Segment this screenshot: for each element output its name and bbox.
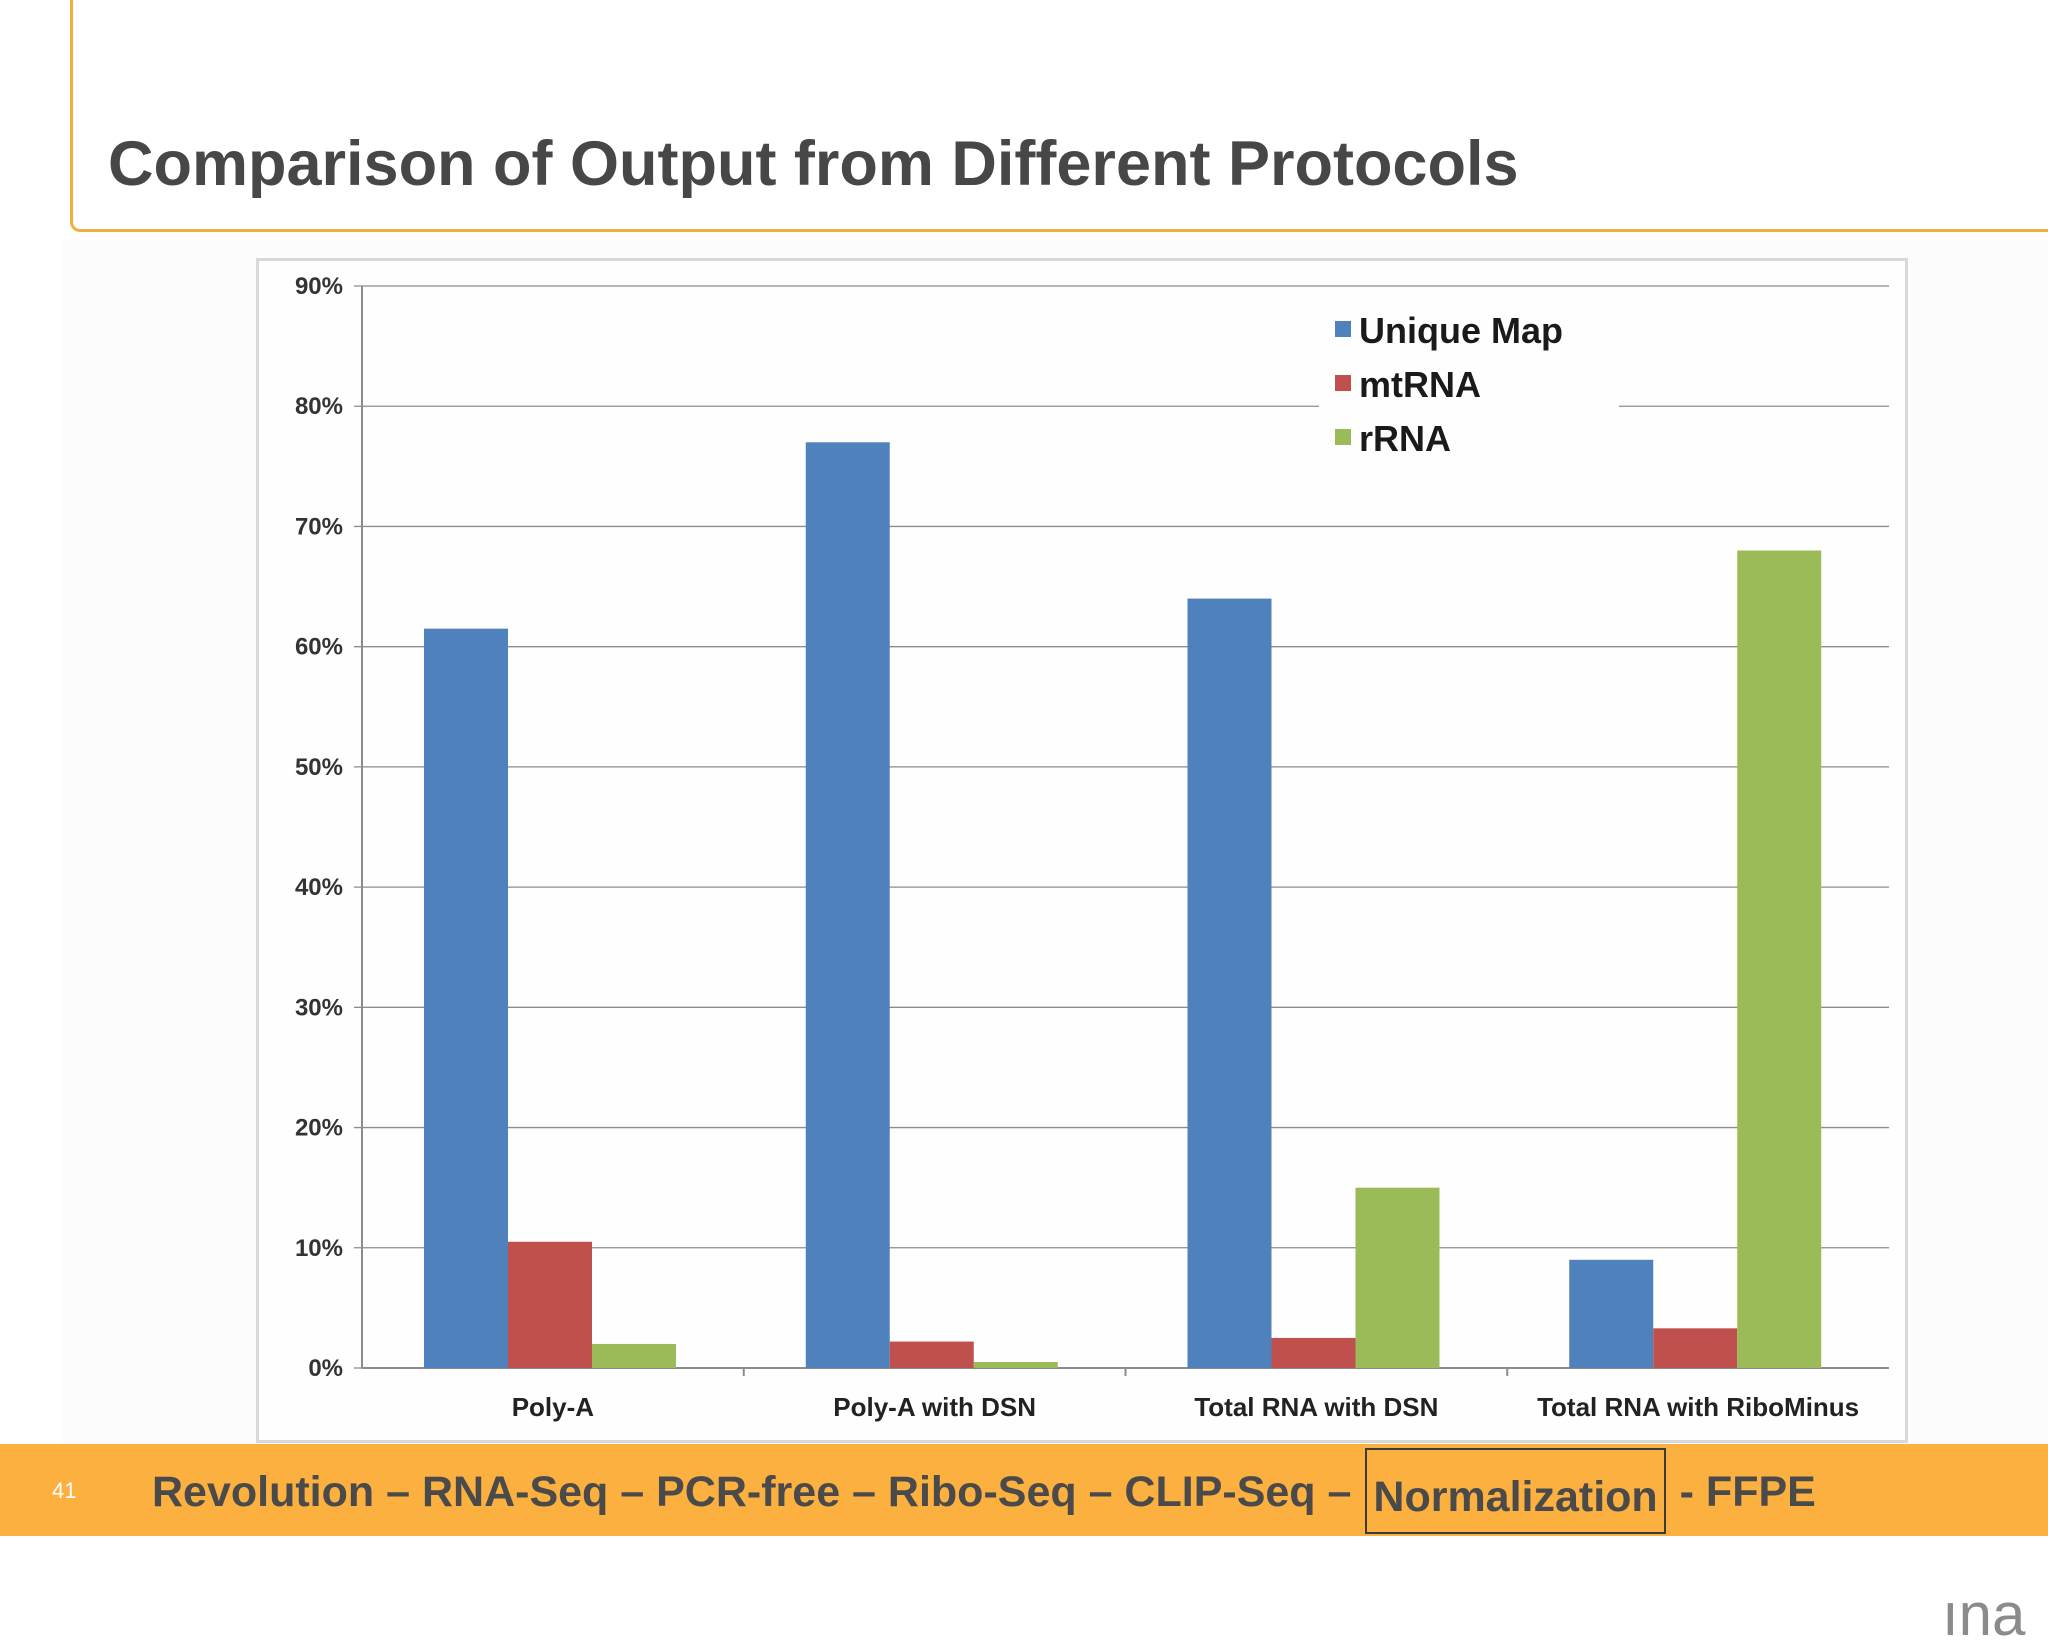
- y-tick-label: 60%: [295, 634, 343, 661]
- bar: [424, 628, 508, 1368]
- section-nav: Revolution – RNA-Seq – PCR-free – Ribo-S…: [152, 1448, 1816, 1534]
- x-tick-label: Total RNA with DSN: [1194, 1392, 1438, 1422]
- bar: [1187, 598, 1272, 1368]
- y-tick-label: 20%: [295, 1115, 343, 1142]
- legend-box: [1319, 301, 1619, 471]
- legend-label: mtRNA: [1359, 364, 1481, 405]
- footer-bar: 41 Revolution – RNA-Seq – PCR-free – Rib…: [0, 1444, 2048, 1536]
- legend-swatch: [1335, 375, 1351, 391]
- bar: [805, 442, 890, 1368]
- y-tick-label: 10%: [295, 1235, 343, 1262]
- legend-swatch: [1335, 429, 1351, 445]
- nav-before[interactable]: Revolution – RNA-Seq – PCR-free – Ribo-S…: [152, 1468, 1352, 1516]
- nav-after[interactable]: - FFPE: [1679, 1468, 1816, 1516]
- bar: [1653, 1328, 1738, 1368]
- legend-label: rRNA: [1359, 418, 1451, 459]
- legend-swatch: [1335, 321, 1351, 337]
- brand-logo-fragment: ına: [1942, 1581, 2026, 1648]
- bar-chart: 0% 10% 20% 30% 40% 50% 60% 70% 80% 90% Poly-A Poly-…: [295, 273, 1889, 1422]
- bar: [973, 1361, 1058, 1368]
- legend-label: Unique Map: [1359, 310, 1563, 351]
- y-tick-label: 80%: [295, 393, 343, 420]
- slide-title: Comparison of Output from Different Prot…: [108, 129, 1519, 199]
- y-tick-label: 40%: [295, 874, 343, 901]
- chart-frame: 0% 10% 20% 30% 40% 50% 60% 70% 80% 90% Poly-A Poly-…: [256, 258, 1908, 1443]
- y-tick-label: 50%: [295, 754, 343, 781]
- x-tick-label: Poly-A with DSN: [833, 1392, 1036, 1422]
- bar: [592, 1343, 676, 1368]
- nav-current-section[interactable]: Normalization: [1365, 1448, 1666, 1534]
- bar: [1569, 1259, 1654, 1368]
- y-tick-label: 90%: [295, 273, 343, 300]
- y-tick-label: 30%: [295, 994, 343, 1021]
- bar: [1737, 550, 1822, 1368]
- bar: [508, 1241, 592, 1368]
- bar: [889, 1341, 974, 1368]
- bar: [1355, 1187, 1440, 1368]
- y-tick-label: 70%: [295, 513, 343, 540]
- bar: [1271, 1337, 1356, 1368]
- y-tick-label: 0%: [308, 1355, 343, 1382]
- x-tick-label: Total RNA with RiboMinus: [1537, 1392, 1859, 1422]
- header-frame: [70, 0, 2048, 232]
- x-tick-label: Poly-A: [512, 1392, 595, 1422]
- slide-number: 41: [52, 1478, 77, 1503]
